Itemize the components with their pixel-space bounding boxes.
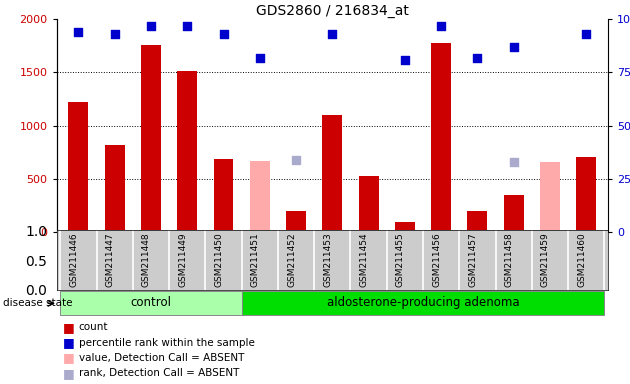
Bar	[503, 195, 524, 232]
Text: rank, Detection Call = ABSENT: rank, Detection Call = ABSENT	[79, 368, 239, 378]
Bar	[431, 43, 451, 232]
Point	[327, 31, 337, 37]
Text: disease state: disease state	[3, 298, 72, 308]
Text: GSM211449: GSM211449	[178, 232, 187, 287]
Point	[472, 55, 483, 61]
Text: ■: ■	[63, 351, 75, 364]
Bar	[358, 176, 379, 232]
Text: ■: ■	[63, 336, 75, 349]
Text: GSM211459: GSM211459	[541, 232, 550, 287]
Bar	[323, 115, 342, 232]
Bar	[250, 161, 270, 232]
Text: GSM211455: GSM211455	[396, 232, 405, 287]
Text: GSM211456: GSM211456	[432, 232, 441, 287]
Text: GSM211446: GSM211446	[69, 232, 79, 287]
Text: control: control	[130, 296, 171, 310]
Point	[219, 31, 229, 37]
Text: GSM211457: GSM211457	[468, 232, 478, 287]
Text: GSM211458: GSM211458	[505, 232, 513, 287]
Text: GSM211453: GSM211453	[323, 232, 332, 287]
Text: GSM211451: GSM211451	[251, 232, 260, 287]
Point	[400, 56, 410, 63]
Bar	[141, 45, 161, 232]
Text: count: count	[79, 322, 108, 332]
Text: value, Detection Call = ABSENT: value, Detection Call = ABSENT	[79, 353, 244, 363]
Point	[581, 31, 591, 37]
Point	[508, 159, 518, 165]
Text: GSM211450: GSM211450	[215, 232, 224, 287]
Bar	[286, 211, 306, 232]
Point	[436, 23, 446, 29]
Bar	[69, 102, 88, 232]
Point	[110, 31, 120, 37]
Text: GSM211460: GSM211460	[577, 232, 586, 287]
Bar	[576, 157, 596, 232]
Text: ■: ■	[63, 321, 75, 334]
Text: GSM211452: GSM211452	[287, 232, 296, 287]
Text: GSM211447: GSM211447	[106, 232, 115, 287]
Point	[255, 55, 265, 61]
Bar	[177, 71, 197, 232]
Text: GSM211448: GSM211448	[142, 232, 151, 287]
Text: percentile rank within the sample: percentile rank within the sample	[79, 338, 255, 348]
Bar	[395, 222, 415, 232]
Point	[291, 157, 301, 163]
Bar	[467, 211, 488, 232]
Point	[74, 29, 84, 35]
Bar	[540, 162, 560, 232]
Bar	[214, 159, 234, 232]
Bar	[60, 291, 242, 316]
Text: ■: ■	[63, 367, 75, 380]
Point	[508, 44, 518, 50]
Text: GSM211454: GSM211454	[360, 232, 369, 287]
Title: GDS2860 / 216834_at: GDS2860 / 216834_at	[256, 4, 409, 18]
Point	[182, 23, 192, 29]
Point	[146, 23, 156, 29]
Bar	[105, 145, 125, 232]
Bar	[242, 291, 604, 316]
Text: aldosterone-producing adenoma: aldosterone-producing adenoma	[327, 296, 519, 310]
